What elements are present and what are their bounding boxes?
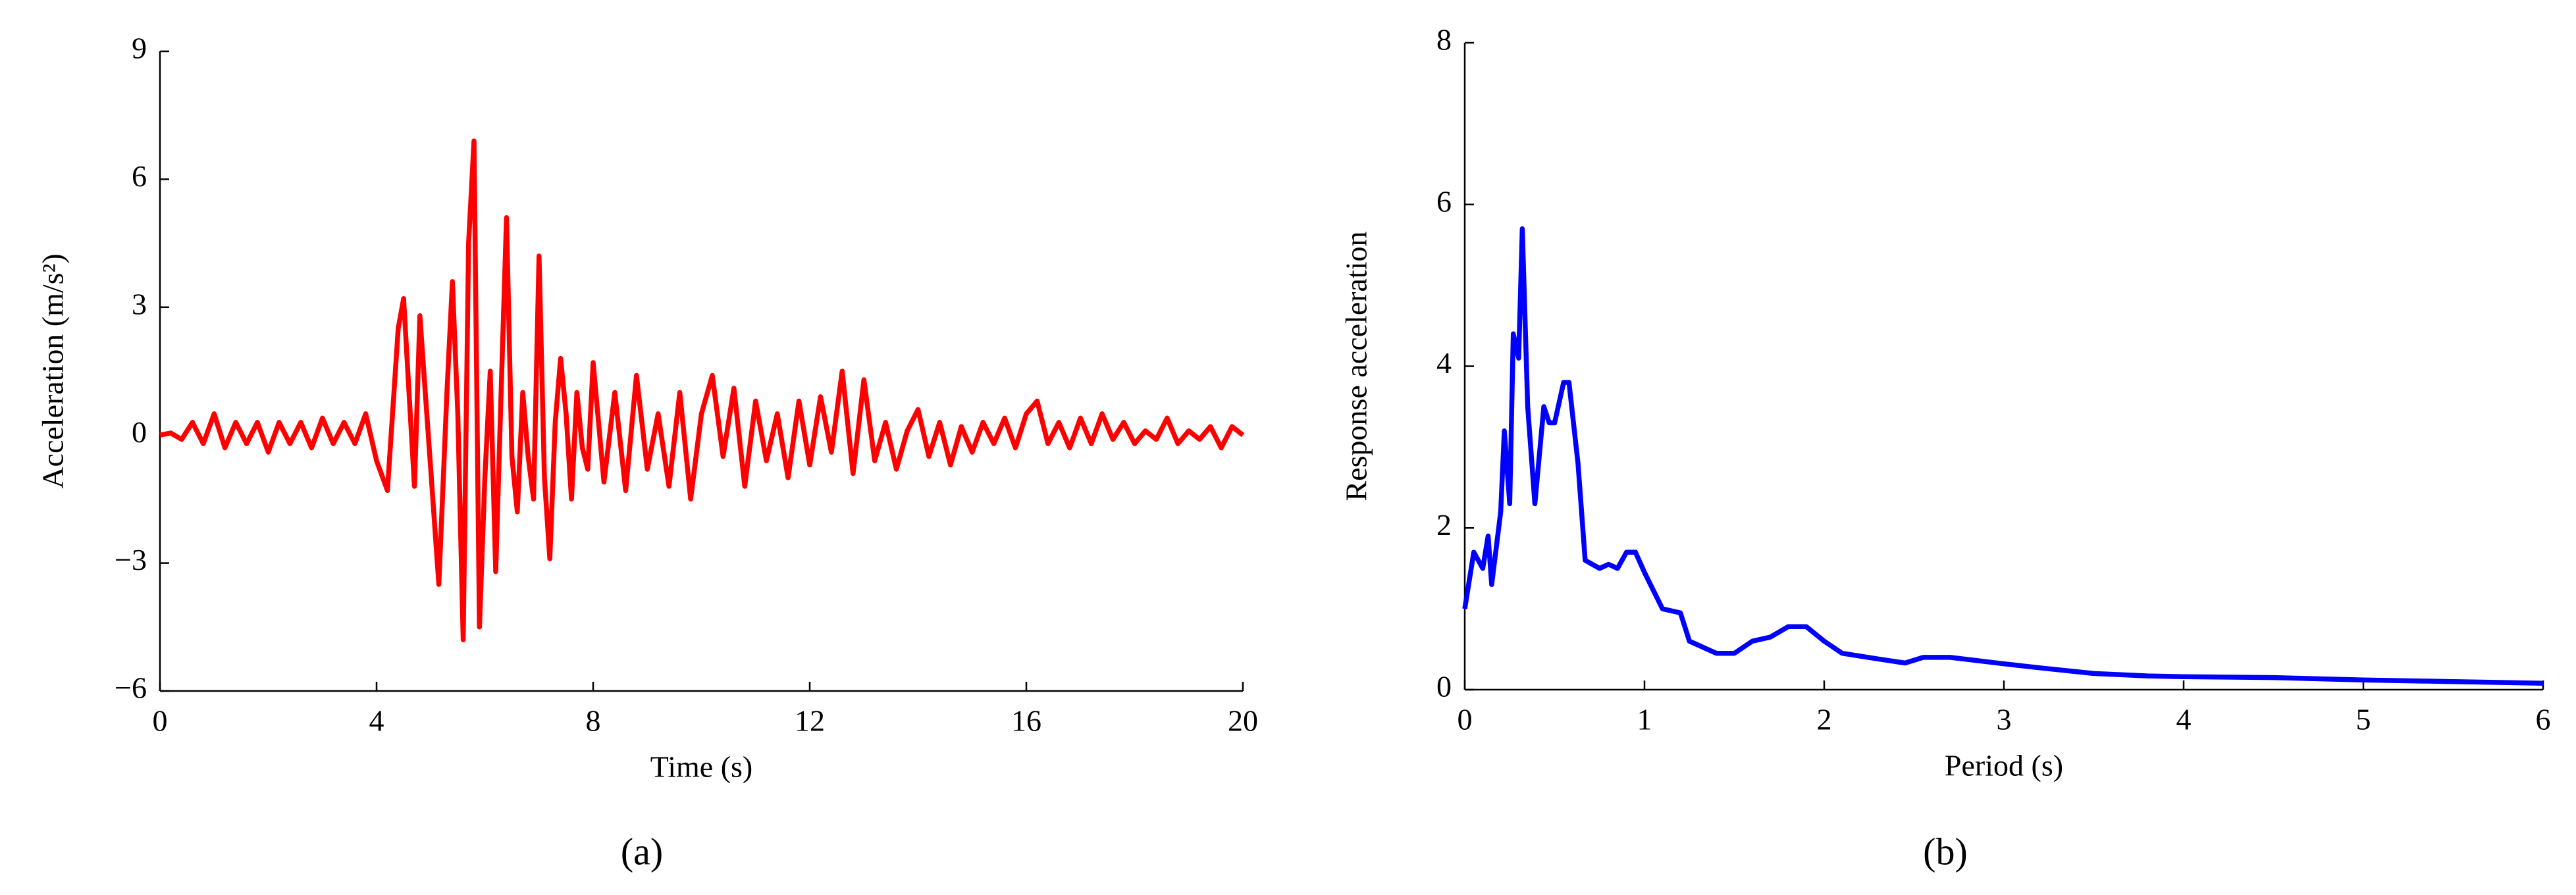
x-tick-label: 2 bbox=[1817, 703, 1832, 736]
x-tick-label: 1 bbox=[1637, 703, 1652, 736]
x-tick-label: 12 bbox=[795, 704, 825, 738]
x-axis-label: Time (s) bbox=[650, 750, 753, 784]
x-tick-label: 0 bbox=[153, 704, 168, 738]
x-axis-label: Period (s) bbox=[1945, 749, 2063, 782]
y-axis-label: Response acceleration bbox=[1340, 232, 1373, 501]
y-tick-label: 2 bbox=[1436, 508, 1452, 542]
x-tick-label: 8 bbox=[586, 704, 601, 738]
data-line bbox=[159, 138, 1245, 642]
y-tick-label: 6 bbox=[1436, 184, 1452, 218]
y-tick-label: 0 bbox=[132, 415, 147, 449]
x-tick-label: 4 bbox=[2176, 703, 2192, 736]
data-line bbox=[1462, 226, 2544, 686]
x-tick-label: 3 bbox=[1997, 703, 2012, 736]
x-tick-label: 4 bbox=[369, 704, 384, 738]
y-axis-label: Acceleration (m/s²) bbox=[36, 253, 70, 488]
x-tick-label: 0 bbox=[1458, 703, 1473, 736]
panel-label: (a) bbox=[621, 830, 663, 873]
y-tick-label: 9 bbox=[132, 32, 147, 65]
y-tick-label: 0 bbox=[1436, 670, 1452, 703]
x-tick-label: 5 bbox=[2356, 703, 2371, 736]
y-tick-label: 3 bbox=[132, 287, 147, 320]
y-tick-label: 8 bbox=[1436, 23, 1452, 57]
x-tick-label: 6 bbox=[2536, 703, 2551, 736]
x-tick-label: 20 bbox=[1228, 704, 1258, 738]
y-tick-label: 4 bbox=[1436, 346, 1452, 380]
x-tick-label: 16 bbox=[1011, 704, 1041, 738]
y-tick-label: −3 bbox=[115, 543, 147, 576]
y-tick-label: 6 bbox=[132, 159, 147, 193]
y-tick-label: −6 bbox=[115, 671, 147, 705]
panel-label: (b) bbox=[1923, 830, 1968, 873]
